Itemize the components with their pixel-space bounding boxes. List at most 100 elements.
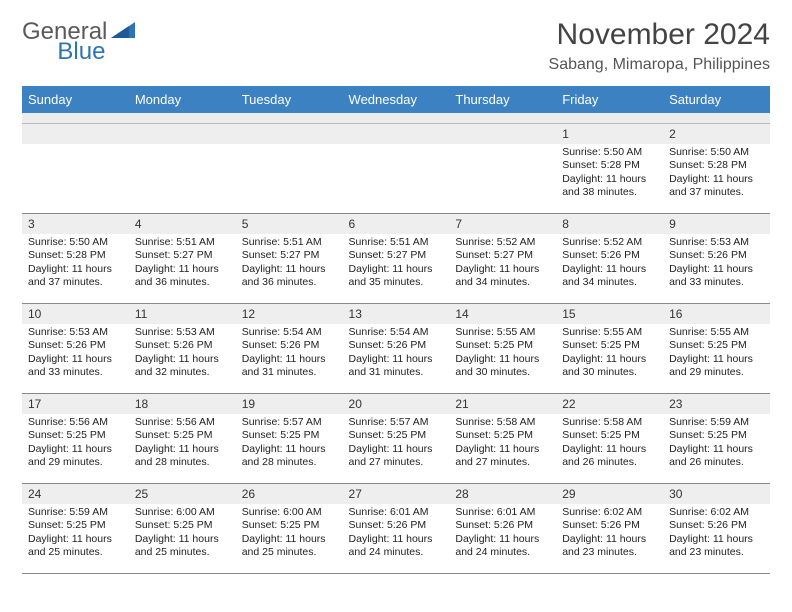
calendar-day-cell: 30Sunrise: 6:02 AMSunset: 5:26 PMDayligh… bbox=[663, 483, 770, 573]
calendar-day-cell: 25Sunrise: 6:00 AMSunset: 5:25 PMDayligh… bbox=[129, 483, 236, 573]
spacer-row bbox=[22, 113, 770, 123]
calendar-day-cell: 12Sunrise: 5:54 AMSunset: 5:26 PMDayligh… bbox=[236, 303, 343, 393]
day-details: Sunrise: 5:54 AMSunset: 5:26 PMDaylight:… bbox=[343, 324, 450, 385]
location-subtitle: Sabang, Mimaropa, Philippines bbox=[549, 56, 770, 74]
calendar-day-cell: 26Sunrise: 6:00 AMSunset: 5:25 PMDayligh… bbox=[236, 483, 343, 573]
calendar-day-cell: 19Sunrise: 5:57 AMSunset: 5:25 PMDayligh… bbox=[236, 393, 343, 483]
day-number: 14 bbox=[449, 304, 556, 324]
day-number: 25 bbox=[129, 484, 236, 504]
calendar-week-row: 17Sunrise: 5:56 AMSunset: 5:25 PMDayligh… bbox=[22, 393, 770, 483]
day-details: Sunrise: 5:57 AMSunset: 5:25 PMDaylight:… bbox=[236, 414, 343, 475]
calendar-week-row: 10Sunrise: 5:53 AMSunset: 5:26 PMDayligh… bbox=[22, 303, 770, 393]
day-details: Sunrise: 5:56 AMSunset: 5:25 PMDaylight:… bbox=[22, 414, 129, 475]
day-number-empty bbox=[236, 124, 343, 144]
day-details: Sunrise: 5:52 AMSunset: 5:27 PMDaylight:… bbox=[449, 234, 556, 295]
day-details: Sunrise: 6:00 AMSunset: 5:25 PMDaylight:… bbox=[129, 504, 236, 565]
calendar-table: Sunday Monday Tuesday Wednesday Thursday… bbox=[22, 86, 770, 574]
day-details: Sunrise: 5:51 AMSunset: 5:27 PMDaylight:… bbox=[129, 234, 236, 295]
day-number: 18 bbox=[129, 394, 236, 414]
day-details: Sunrise: 6:02 AMSunset: 5:26 PMDaylight:… bbox=[556, 504, 663, 565]
calendar-day-cell: 21Sunrise: 5:58 AMSunset: 5:25 PMDayligh… bbox=[449, 393, 556, 483]
calendar-day-cell: 10Sunrise: 5:53 AMSunset: 5:26 PMDayligh… bbox=[22, 303, 129, 393]
calendar-day-cell: 5Sunrise: 5:51 AMSunset: 5:27 PMDaylight… bbox=[236, 213, 343, 303]
calendar-day-cell bbox=[129, 123, 236, 213]
calendar-day-cell: 13Sunrise: 5:54 AMSunset: 5:26 PMDayligh… bbox=[343, 303, 450, 393]
calendar-day-cell: 8Sunrise: 5:52 AMSunset: 5:26 PMDaylight… bbox=[556, 213, 663, 303]
day-number: 15 bbox=[556, 304, 663, 324]
day-details: Sunrise: 6:01 AMSunset: 5:26 PMDaylight:… bbox=[449, 504, 556, 565]
day-details: Sunrise: 6:01 AMSunset: 5:26 PMDaylight:… bbox=[343, 504, 450, 565]
day-details: Sunrise: 5:51 AMSunset: 5:27 PMDaylight:… bbox=[343, 234, 450, 295]
day-details: Sunrise: 5:54 AMSunset: 5:26 PMDaylight:… bbox=[236, 324, 343, 385]
day-details: Sunrise: 5:55 AMSunset: 5:25 PMDaylight:… bbox=[449, 324, 556, 385]
day-number: 23 bbox=[663, 394, 770, 414]
day-number: 8 bbox=[556, 214, 663, 234]
calendar-day-cell bbox=[449, 123, 556, 213]
day-number: 30 bbox=[663, 484, 770, 504]
calendar-day-cell: 20Sunrise: 5:57 AMSunset: 5:25 PMDayligh… bbox=[343, 393, 450, 483]
calendar-day-cell: 22Sunrise: 5:58 AMSunset: 5:25 PMDayligh… bbox=[556, 393, 663, 483]
day-details: Sunrise: 5:53 AMSunset: 5:26 PMDaylight:… bbox=[129, 324, 236, 385]
weekday-header: Monday bbox=[129, 86, 236, 113]
weekday-header: Wednesday bbox=[343, 86, 450, 113]
day-details: Sunrise: 5:59 AMSunset: 5:25 PMDaylight:… bbox=[22, 504, 129, 565]
logo-text-blue: Blue bbox=[57, 38, 105, 66]
day-number: 1 bbox=[556, 124, 663, 144]
day-number: 6 bbox=[343, 214, 450, 234]
calendar-day-cell: 15Sunrise: 5:55 AMSunset: 5:25 PMDayligh… bbox=[556, 303, 663, 393]
calendar-day-cell: 18Sunrise: 5:56 AMSunset: 5:25 PMDayligh… bbox=[129, 393, 236, 483]
day-number: 2 bbox=[663, 124, 770, 144]
calendar-day-cell: 28Sunrise: 6:01 AMSunset: 5:26 PMDayligh… bbox=[449, 483, 556, 573]
day-number: 4 bbox=[129, 214, 236, 234]
calendar-day-cell: 27Sunrise: 6:01 AMSunset: 5:26 PMDayligh… bbox=[343, 483, 450, 573]
day-number: 24 bbox=[22, 484, 129, 504]
day-number: 28 bbox=[449, 484, 556, 504]
day-number: 9 bbox=[663, 214, 770, 234]
day-details: Sunrise: 5:55 AMSunset: 5:25 PMDaylight:… bbox=[663, 324, 770, 385]
day-number-empty bbox=[449, 124, 556, 144]
calendar-day-cell: 14Sunrise: 5:55 AMSunset: 5:25 PMDayligh… bbox=[449, 303, 556, 393]
weekday-header: Thursday bbox=[449, 86, 556, 113]
calendar-day-cell: 16Sunrise: 5:55 AMSunset: 5:25 PMDayligh… bbox=[663, 303, 770, 393]
day-number: 17 bbox=[22, 394, 129, 414]
calendar-week-row: 3Sunrise: 5:50 AMSunset: 5:28 PMDaylight… bbox=[22, 213, 770, 303]
weekday-header: Sunday bbox=[22, 86, 129, 113]
day-number: 20 bbox=[343, 394, 450, 414]
calendar-day-cell: 7Sunrise: 5:52 AMSunset: 5:27 PMDaylight… bbox=[449, 213, 556, 303]
day-details: Sunrise: 5:52 AMSunset: 5:26 PMDaylight:… bbox=[556, 234, 663, 295]
day-details: Sunrise: 5:59 AMSunset: 5:25 PMDaylight:… bbox=[663, 414, 770, 475]
weekday-header: Friday bbox=[556, 86, 663, 113]
day-details: Sunrise: 5:58 AMSunset: 5:25 PMDaylight:… bbox=[449, 414, 556, 475]
day-number-empty bbox=[129, 124, 236, 144]
logo-triangle-icon bbox=[111, 20, 137, 45]
day-details: Sunrise: 5:56 AMSunset: 5:25 PMDaylight:… bbox=[129, 414, 236, 475]
calendar-day-cell: 17Sunrise: 5:56 AMSunset: 5:25 PMDayligh… bbox=[22, 393, 129, 483]
day-number-empty bbox=[343, 124, 450, 144]
day-details: Sunrise: 6:02 AMSunset: 5:26 PMDaylight:… bbox=[663, 504, 770, 565]
day-number: 10 bbox=[22, 304, 129, 324]
calendar-day-cell: 1Sunrise: 5:50 AMSunset: 5:28 PMDaylight… bbox=[556, 123, 663, 213]
day-number: 11 bbox=[129, 304, 236, 324]
day-details: Sunrise: 5:55 AMSunset: 5:25 PMDaylight:… bbox=[556, 324, 663, 385]
day-number: 3 bbox=[22, 214, 129, 234]
weekday-header: Saturday bbox=[663, 86, 770, 113]
day-number: 19 bbox=[236, 394, 343, 414]
logo: General Blue bbox=[22, 18, 189, 46]
day-number: 16 bbox=[663, 304, 770, 324]
calendar-day-cell bbox=[22, 123, 129, 213]
day-number: 12 bbox=[236, 304, 343, 324]
day-details: Sunrise: 5:53 AMSunset: 5:26 PMDaylight:… bbox=[663, 234, 770, 295]
day-number: 5 bbox=[236, 214, 343, 234]
day-number: 26 bbox=[236, 484, 343, 504]
calendar-day-cell: 4Sunrise: 5:51 AMSunset: 5:27 PMDaylight… bbox=[129, 213, 236, 303]
day-details: Sunrise: 5:53 AMSunset: 5:26 PMDaylight:… bbox=[22, 324, 129, 385]
calendar-week-row: 24Sunrise: 5:59 AMSunset: 5:25 PMDayligh… bbox=[22, 483, 770, 573]
day-number-empty bbox=[22, 124, 129, 144]
calendar-day-cell: 23Sunrise: 5:59 AMSunset: 5:25 PMDayligh… bbox=[663, 393, 770, 483]
calendar-week-row: 1Sunrise: 5:50 AMSunset: 5:28 PMDaylight… bbox=[22, 123, 770, 213]
calendar-day-cell: 11Sunrise: 5:53 AMSunset: 5:26 PMDayligh… bbox=[129, 303, 236, 393]
day-number: 27 bbox=[343, 484, 450, 504]
calendar-day-cell bbox=[236, 123, 343, 213]
calendar-day-cell: 6Sunrise: 5:51 AMSunset: 5:27 PMDaylight… bbox=[343, 213, 450, 303]
day-details: Sunrise: 5:58 AMSunset: 5:25 PMDaylight:… bbox=[556, 414, 663, 475]
